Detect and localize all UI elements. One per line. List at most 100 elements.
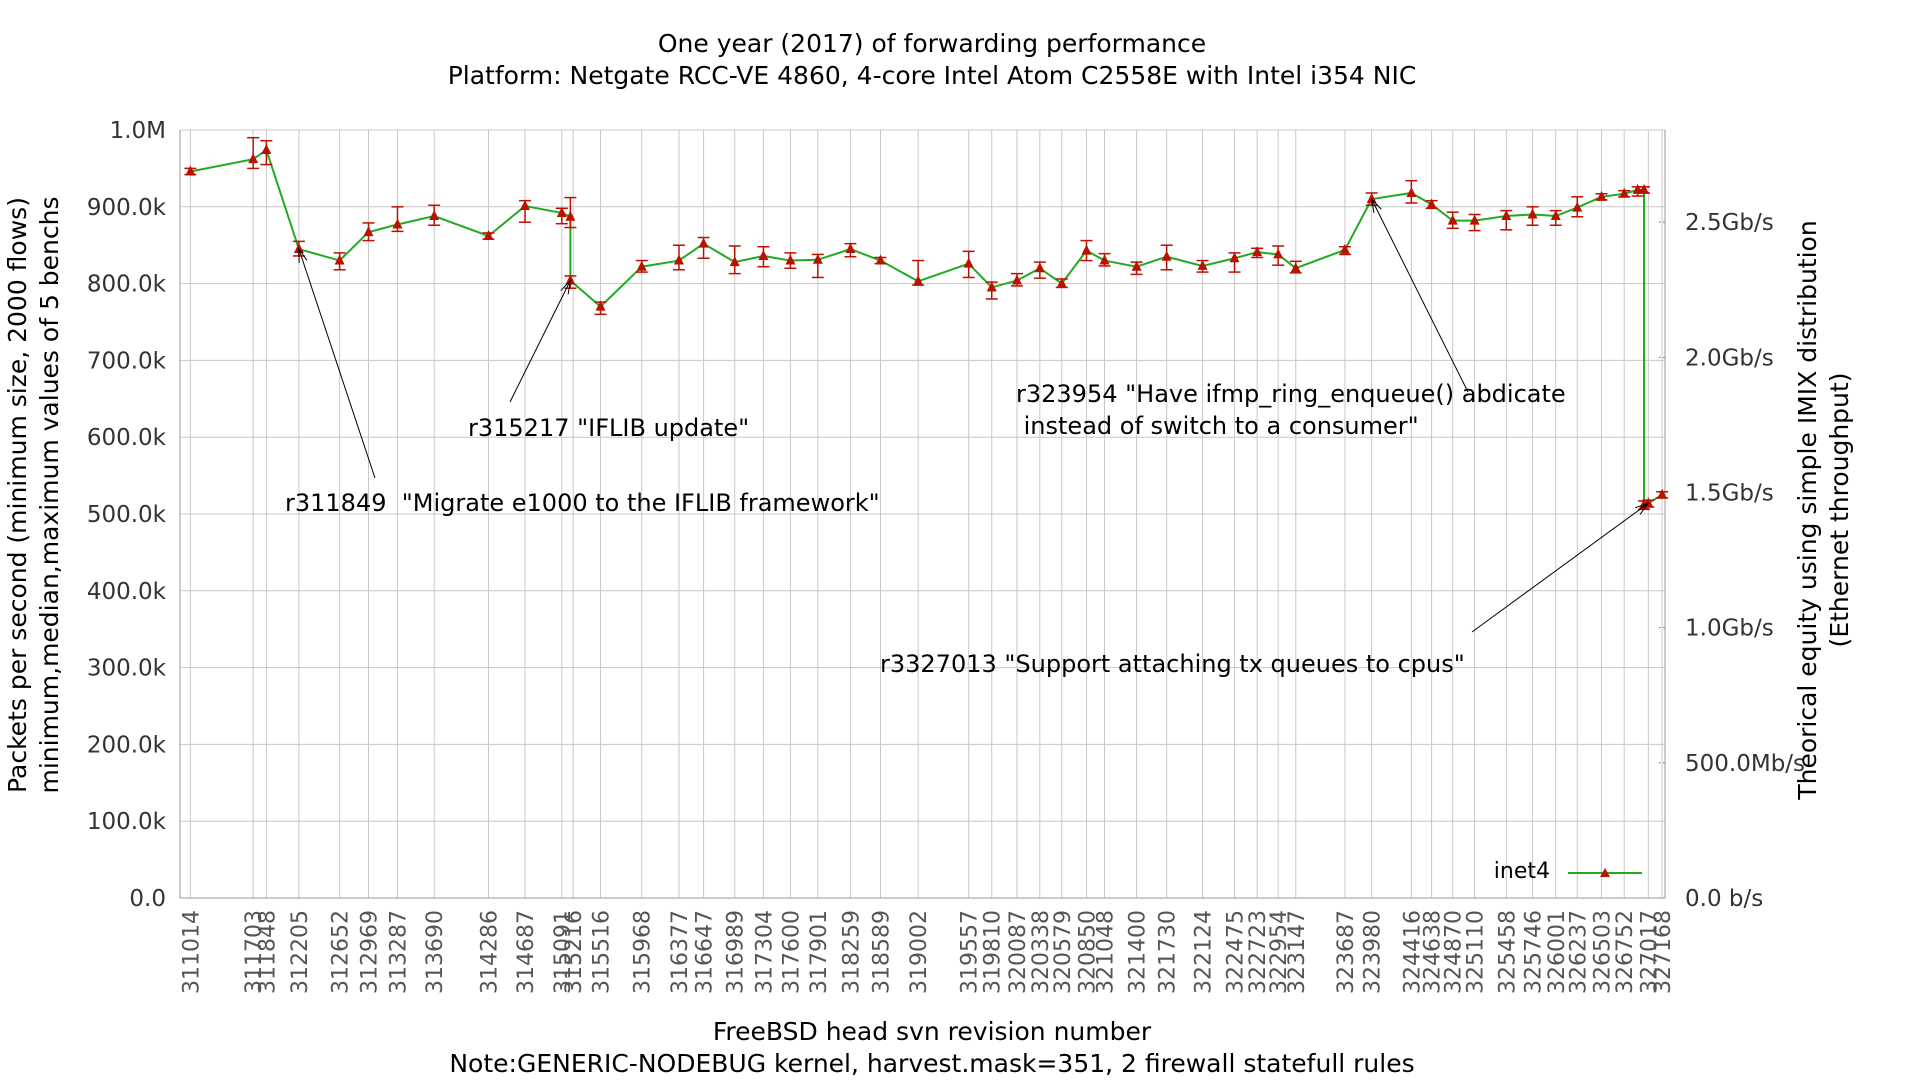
data-point [1657, 488, 1668, 499]
data-point [1081, 244, 1092, 255]
data-point [1426, 198, 1437, 209]
chart-subtitle: Platform: Netgate RCC-VE 4860, 4-core In… [448, 61, 1417, 90]
x-tick-label: 316989 [724, 910, 749, 994]
data-point [429, 210, 440, 221]
data-point [334, 254, 345, 265]
y-axis-title-line2: minimum,median,maximum values of 5 bench… [35, 196, 64, 793]
x-tick-label: 314687 [514, 910, 539, 994]
data-point [698, 237, 709, 248]
x-tick-label: 317304 [752, 910, 777, 994]
x-tick-label: 317600 [779, 910, 804, 994]
annotation-arrowhead [298, 247, 308, 264]
y-tick-label: 800.0k [87, 272, 167, 298]
data-point [293, 243, 304, 254]
x-tick-label: 323147 [1285, 910, 1310, 994]
x-tick-label: 325458 [1495, 910, 1520, 994]
x-tick-label: 320087 [1006, 910, 1031, 994]
x-tick-label: 321730 [1156, 910, 1181, 994]
y2-axis-title-line2: (Ethernet throughput) [1825, 373, 1854, 648]
x-tick-label: 319810 [981, 910, 1006, 994]
legend: inet4 [1494, 859, 1642, 884]
y2-tick-label: 1.5Gb/s [1685, 480, 1774, 506]
x-tick-label: 324870 [1442, 910, 1467, 994]
data-point [1252, 246, 1263, 257]
data-point [913, 275, 924, 286]
data-point [1099, 254, 1110, 265]
data-point [1596, 190, 1607, 201]
x-tick-label: 311848 [255, 910, 280, 994]
annotation-label: r323954 "Have ifmp_ring_enqueue() abdica… [1016, 380, 1566, 408]
y-tick-label: 600.0k [87, 425, 167, 451]
x-tick-label: 318259 [839, 910, 864, 994]
x-tick-label: 327168 [1651, 910, 1676, 994]
x-tick-label: 318589 [870, 910, 895, 994]
data-point [1527, 208, 1538, 219]
data-point [1619, 187, 1630, 198]
data-point [483, 229, 494, 240]
x-tick-label: 325746 [1522, 910, 1547, 994]
annotation-arrowhead [1634, 502, 1650, 515]
y2-tick-label: 2.0Gb/s [1685, 345, 1774, 371]
y-axis-ticks: 0.0 100.0k 200.0k 300.0k 400.0k 500.0k 600.0k 7… [87, 118, 167, 912]
data-point [392, 218, 403, 229]
x-tick-label: 314286 [477, 910, 502, 994]
x-axis-title: FreeBSD head svn revision number [713, 1017, 1152, 1046]
data-point [565, 274, 576, 285]
data-point [1501, 210, 1512, 221]
data-point [729, 256, 740, 267]
x-tick-label: 317901 [807, 910, 832, 994]
x-tick-label: 325110 [1464, 910, 1489, 994]
y-tick-label: 0.0 [129, 886, 166, 912]
x-tick-label: 321400 [1126, 910, 1151, 994]
x-tick-label: 320850 [1075, 910, 1100, 994]
y-tick-label: 700.0k [87, 348, 167, 374]
annotation-label: r311849 "Migrate e1000 to the IFLIB fram… [285, 489, 880, 517]
y-tick-label: 300.0k [87, 656, 167, 682]
annotation-label: r315217 "IFLIB update" [468, 414, 749, 442]
data-point [673, 254, 684, 265]
data-point [363, 226, 374, 237]
x-tick-label: 326503 [1591, 910, 1616, 994]
data-point [1366, 193, 1377, 204]
data-point [1131, 260, 1142, 271]
data-point [758, 249, 769, 260]
x-tick-label: 327017 [1637, 910, 1662, 994]
y-tick-label: 100.0k [87, 809, 167, 835]
data-point [812, 253, 823, 264]
annotation-label: r3327013 "Support attaching tx queues to… [880, 650, 1465, 678]
annotation-arrowhead [1370, 197, 1382, 214]
data-point [1034, 262, 1045, 273]
data-point [1056, 277, 1067, 288]
data-point [1406, 186, 1417, 197]
x-tick-label: 312205 [288, 910, 313, 994]
y-tick-label: 1.0M [110, 118, 166, 144]
data-point [986, 281, 997, 292]
x-tick-label: 316377 [668, 910, 693, 994]
annotation-arrow [1471, 502, 1649, 633]
data-point [1197, 259, 1208, 270]
data-point [875, 254, 886, 265]
x-tick-label: 312652 [329, 910, 354, 994]
x-tick-label: 315968 [631, 910, 656, 994]
legend-label-inet4: inet4 [1494, 859, 1550, 884]
x-tick-label: 320338 [1029, 910, 1054, 994]
data-point [185, 165, 196, 176]
x-tick-label: 323980 [1361, 910, 1386, 994]
data-point [845, 243, 856, 254]
series-inet4 [184, 136, 1669, 511]
x-tick-label: 322475 [1224, 910, 1249, 994]
y2-axis-title-line1: Theorical equity using simple IMIX distr… [1793, 220, 1822, 800]
data-point [261, 143, 272, 154]
x-tick-label: 315216 [562, 910, 587, 994]
y-tick-label: 900.0k [87, 195, 167, 221]
x-tick-label: 316647 [693, 910, 718, 994]
x-tick-label: 326001 [1545, 910, 1570, 994]
data-point [595, 300, 606, 311]
x-tick-label: 313690 [423, 910, 448, 994]
x-tick-label: 324638 [1421, 910, 1446, 994]
data-point [1161, 250, 1172, 261]
data-point [520, 200, 531, 211]
data-point [963, 257, 974, 268]
